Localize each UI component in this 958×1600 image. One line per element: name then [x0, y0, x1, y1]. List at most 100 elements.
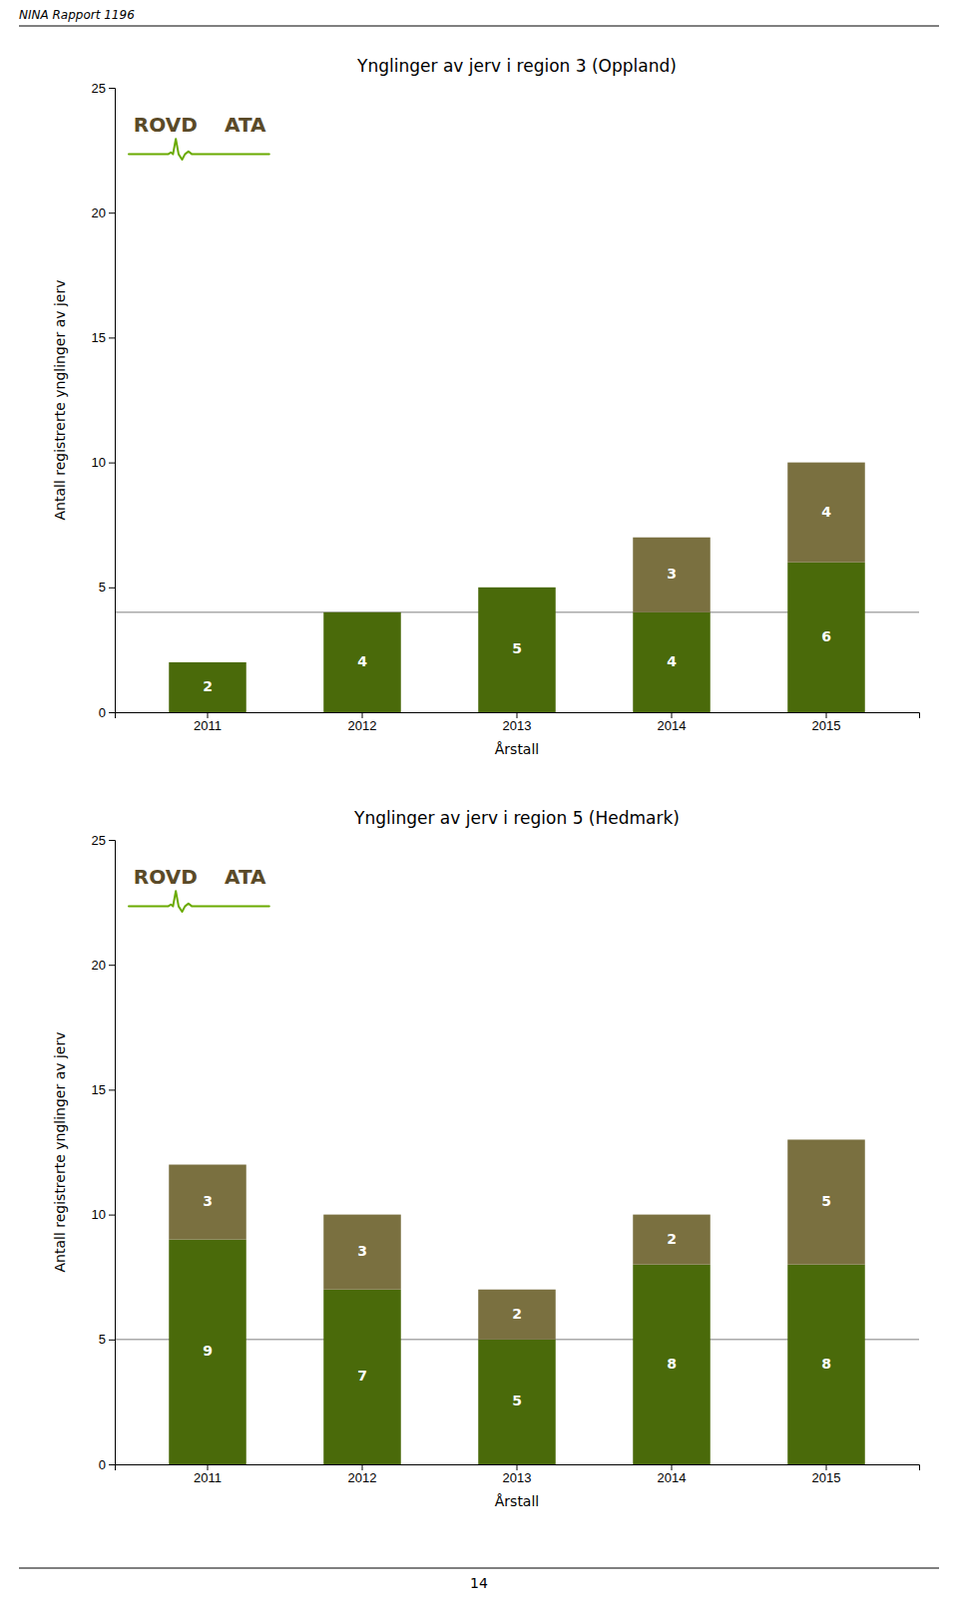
- data-label: 2: [511, 1306, 522, 1323]
- y-tick-label: 5: [98, 1332, 106, 1348]
- y-tick-mark: [108, 87, 115, 89]
- logo-wave: [128, 138, 270, 160]
- x-axis-title: Årstall: [494, 741, 539, 758]
- y-tick-mark: [108, 840, 115, 842]
- footer-rule: [18, 1568, 940, 1570]
- data-label: 4: [666, 653, 677, 670]
- chart-title: Ynglinger av jerv i region 5 (Hedmark): [353, 808, 680, 829]
- x-tick-mark: [362, 712, 364, 719]
- chart: 9758833225201120122013201420150510152025…: [51, 808, 921, 1510]
- y-axis-title: Antall registrerte ynglinger av jerv: [51, 1031, 68, 1273]
- y-tick: 15: [91, 330, 115, 346]
- data-label: 7: [357, 1368, 368, 1385]
- y-tick-label: 25: [91, 833, 106, 849]
- x-tick-label: 2014: [657, 718, 687, 734]
- bar: [632, 612, 711, 713]
- x-tick-mark: [826, 712, 828, 719]
- x-tick-label: 2014: [657, 1470, 687, 1486]
- y-tick: 10: [91, 1207, 115, 1223]
- header-text: NINA Rapport 1196: [18, 7, 135, 22]
- y-tick-label: 10: [91, 1207, 106, 1223]
- x-tick-mark: [671, 712, 673, 719]
- x-axis-line: [115, 713, 921, 720]
- x-tick: 2014: [657, 712, 687, 734]
- x-tick: 2014: [657, 1464, 687, 1486]
- x-tick-label: 2015: [812, 718, 842, 734]
- y-tick-label: 20: [91, 958, 106, 973]
- x-tick-mark: [516, 1464, 518, 1471]
- y-tick-label: 15: [91, 330, 106, 346]
- y-tick-mark: [108, 1464, 115, 1466]
- background: [0, 0, 958, 1600]
- x-tick-mark: [826, 1464, 828, 1471]
- y-tick-label: 10: [91, 455, 106, 471]
- y-tick-label: 0: [98, 705, 106, 721]
- bar: [632, 1265, 711, 1465]
- y-tick-label: 0: [98, 1457, 106, 1473]
- y-tick-mark: [108, 212, 115, 214]
- bar: [632, 537, 711, 613]
- y-tick-mark: [108, 1089, 115, 1091]
- x-tick-mark: [207, 712, 209, 719]
- y-tick: 20: [91, 205, 115, 221]
- data-label: 5: [511, 640, 522, 657]
- y-tick-mark: [108, 1215, 115, 1217]
- data-label: 2: [202, 678, 213, 695]
- y-tick-mark: [108, 587, 115, 589]
- chart: 2454634201120122013201420150510152025Yng…: [51, 55, 921, 758]
- logo-text: ATA: [224, 865, 267, 890]
- page: NINA Rapport 119614245463420112012201320…: [0, 0, 958, 1600]
- logo-text: ATA: [224, 112, 267, 137]
- y-tick-label: 5: [98, 579, 106, 595]
- logo: ROVDATA: [128, 112, 270, 160]
- chart-title: Ynglinger av jerv i region 3 (Oppland): [356, 55, 677, 76]
- y-tick-mark: [108, 337, 115, 339]
- x-tick: 2012: [348, 712, 378, 734]
- x-tick-label: 2012: [348, 1470, 378, 1486]
- x-tick: 2011: [193, 712, 222, 734]
- x-tick: 2015: [812, 712, 842, 734]
- bar: [787, 463, 866, 563]
- y-axis: 0510152025: [91, 80, 116, 721]
- x-tick: 2013: [502, 712, 532, 734]
- plot-area: [114, 1139, 920, 1465]
- bar: [787, 562, 866, 713]
- x-tick-label: 2011: [193, 718, 222, 734]
- x-tick-mark: [671, 1464, 673, 1471]
- bar: [478, 586, 556, 588]
- x-tick-label: 2013: [502, 1470, 532, 1486]
- y-tick: 5: [98, 1332, 115, 1348]
- y-tick: 25: [91, 833, 115, 849]
- bar: [478, 1340, 556, 1465]
- logo-wave: [128, 891, 270, 913]
- y-axis-line: [108, 88, 116, 714]
- data-label: 4: [357, 653, 368, 670]
- bar: [787, 1265, 866, 1465]
- data-label: 5: [511, 1393, 522, 1410]
- x-tick-label: 2013: [502, 718, 532, 734]
- data-label: 3: [357, 1243, 368, 1260]
- x-tick: 2013: [502, 1464, 532, 1486]
- plot-area: [114, 463, 920, 713]
- bar: [168, 662, 247, 713]
- logo-text: ROVD: [133, 865, 198, 890]
- bar: [478, 587, 556, 713]
- y-tick-mark: [108, 1340, 115, 1342]
- x-tick-label: 2015: [812, 1470, 842, 1486]
- bar: [323, 1290, 402, 1465]
- bar: [168, 661, 247, 663]
- bar: [323, 612, 402, 713]
- y-tick-mark: [108, 712, 115, 714]
- x-axis-line: [115, 1465, 921, 1472]
- y-tick: 15: [91, 1082, 115, 1098]
- x-axis-title: Årstall: [494, 1493, 539, 1510]
- data-label: 3: [666, 565, 677, 582]
- y-tick: 10: [91, 455, 115, 471]
- x-axis: 2011 2012 2013 2014 2015: [115, 712, 921, 734]
- data-label: 9: [202, 1343, 213, 1360]
- bar: [323, 1215, 402, 1291]
- bar: [168, 1165, 247, 1241]
- y-tick-mark: [108, 463, 115, 465]
- x-tick: 2015: [812, 1464, 842, 1486]
- y-tick: 5: [98, 579, 115, 595]
